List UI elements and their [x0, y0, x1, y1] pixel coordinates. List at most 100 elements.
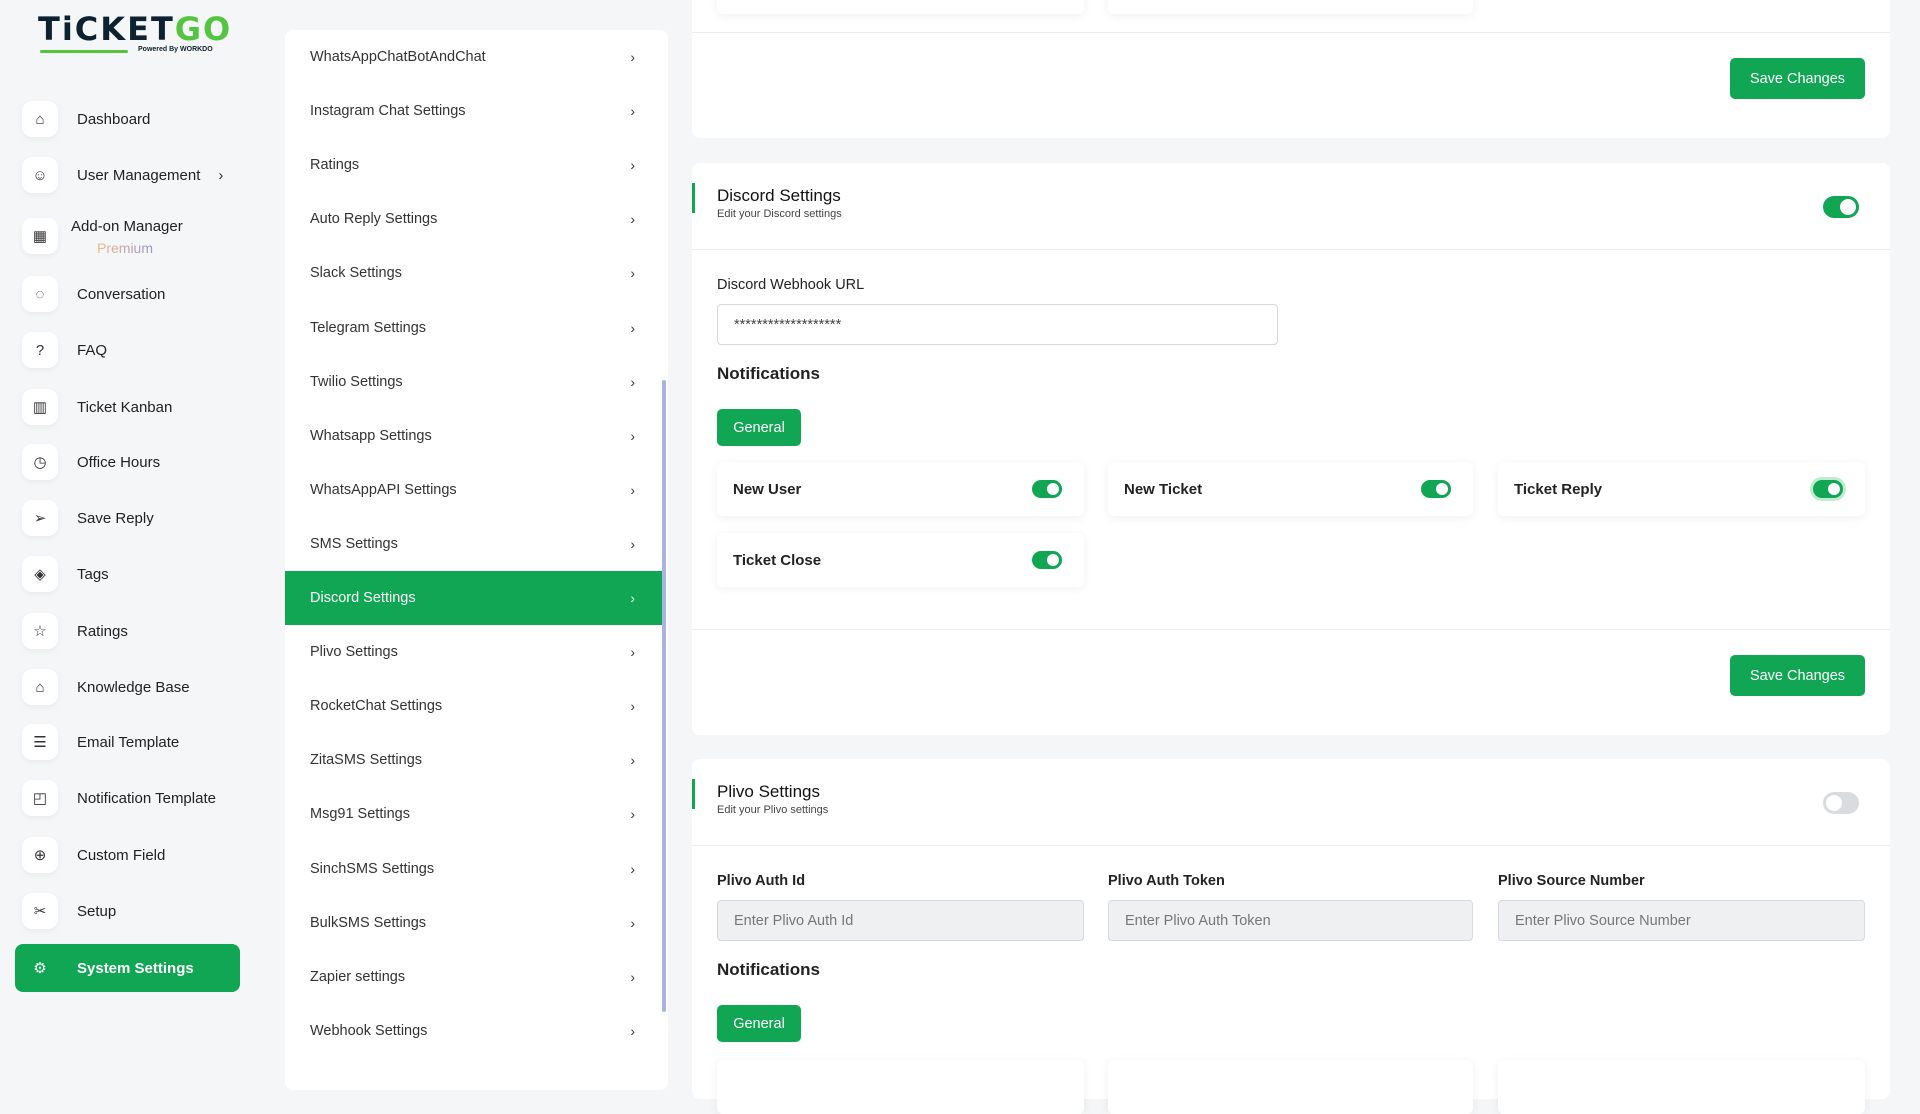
sidebar-item-label: Setup [77, 902, 117, 920]
chevron-right-icon: › [630, 373, 635, 390]
menu-item-label: SMS Settings [310, 535, 398, 552]
settings-menu-item[interactable]: Plivo Settings › [285, 625, 663, 679]
menu-item-label: Webhook Settings [310, 1022, 428, 1039]
sidebar-item-custom-field[interactable]: ⊕ Custom Field [15, 831, 240, 879]
discord-enable-toggle[interactable] [1823, 196, 1859, 218]
previous-settings-card: Save Changes [692, 0, 1890, 138]
tab-general[interactable]: General [717, 1005, 801, 1042]
menu-item-label: Twilio Settings [310, 373, 403, 390]
notification-ticket-reply: Ticket Reply [1498, 462, 1865, 516]
menu-item-label: Telegram Settings [310, 319, 427, 336]
settings-menu-item[interactable]: Telegram Settings › [285, 301, 663, 355]
sidebar-item-system-settings[interactable]: ⚙ System Settings [15, 944, 240, 992]
card-subtitle: Edit your Plivo settings [717, 804, 829, 816]
sidebar-item-ratings[interactable]: ☆ Ratings [15, 607, 240, 655]
notification-ticket-close: Ticket Close [717, 533, 1084, 587]
notification-new-user: New User [717, 462, 1084, 516]
auth-token-label: Plivo Auth Token [1108, 873, 1225, 889]
powered-by: Powered By WORKDO [138, 46, 213, 53]
chevron-right-icon: › [630, 806, 635, 823]
sidebar-item-conversation[interactable]: ◌ Conversation [15, 270, 240, 318]
sidebar-item-user-management[interactable]: ☺ User Management › [15, 151, 240, 199]
settings-menu-item[interactable]: Whatsapp Settings › [285, 409, 663, 463]
settings-menu-item[interactable]: Auto Reply Settings › [285, 192, 663, 246]
save-changes-button[interactable]: Save Changes [1730, 655, 1865, 696]
home-icon: ⌂ [22, 101, 58, 137]
chevron-right-icon: › [630, 860, 635, 877]
settings-menu: WhatsAppChatBotAndChat › Instagram Chat Se… [285, 30, 668, 1090]
plivo-enable-toggle[interactable] [1823, 792, 1859, 814]
menu-item-label: Whatsapp Settings [310, 427, 432, 444]
sidebar-item-notification-template[interactable]: ◰ Notification Template [15, 774, 240, 822]
graduation-cap-icon: ⌂ [22, 669, 58, 705]
sidebar-item-label: Tags [77, 565, 109, 583]
menu-item-label: Msg91 Settings [310, 806, 410, 823]
source-number-label: Plivo Source Number [1498, 873, 1645, 889]
new-user-toggle[interactable] [1032, 480, 1062, 498]
sidebar-item-setup[interactable]: ✂ Setup [15, 887, 240, 935]
notification-card [1108, 1060, 1473, 1114]
sidebar-item-dashboard[interactable]: ⌂ Dashboard [15, 95, 240, 143]
menu-item-label: Auto Reply Settings [310, 211, 438, 228]
new-ticket-toggle[interactable] [1421, 480, 1451, 498]
settings-menu-item[interactable]: Webhook Settings › [285, 1004, 663, 1058]
menu-scrollbar[interactable] [662, 380, 666, 1012]
plivo-settings-card: Plivo Settings Edit your Plivo settings … [692, 759, 1890, 1114]
settings-menu-item[interactable]: Ratings › [285, 138, 663, 192]
sidebar-item-label: System Settings [77, 959, 194, 977]
chevron-right-icon: › [630, 535, 635, 552]
auth-token-input[interactable]: Enter Plivo Auth Token [1108, 900, 1473, 941]
settings-menu-item[interactable]: BulkSMS Settings › [285, 896, 663, 950]
settings-menu-item[interactable]: SMS Settings › [285, 517, 663, 571]
grid-icon: ▦ [22, 218, 58, 254]
source-number-input[interactable]: Enter Plivo Source Number [1498, 900, 1865, 941]
sidebar-item-label: Custom Field [77, 846, 166, 864]
sidebar-item-label: FAQ [77, 341, 108, 359]
sidebar-item-label: Add-on Manager [71, 218, 183, 235]
settings-menu-item[interactable]: ZitaSMS Settings › [285, 733, 663, 787]
settings-menu-item[interactable]: WhatsAppAPI Settings › [285, 463, 663, 517]
auth-id-input[interactable]: Enter Plivo Auth Id [717, 900, 1084, 941]
menu-item-label: RocketChat Settings [310, 698, 443, 715]
sidebar-item-knowledge-base[interactable]: ⌂ Knowledge Base [15, 663, 240, 711]
settings-menu-item[interactable]: RocketChat Settings › [285, 679, 663, 733]
card-title: Plivo Settings [717, 782, 820, 801]
chevron-right-icon: › [630, 49, 635, 65]
save-changes-button[interactable]: Save Changes [1730, 58, 1865, 99]
sidebar-item-label: Ratings [77, 622, 128, 640]
settings-menu-item[interactable]: Instagram Chat Settings › [285, 84, 663, 138]
sidebar-item-office-hours[interactable]: ◷ Office Hours [15, 438, 240, 486]
webhook-url-input[interactable]: ******************* [717, 304, 1278, 345]
card-title: Discord Settings [717, 186, 841, 205]
settings-menu-item[interactable]: SinchSMS Settings › [285, 842, 663, 896]
sidebar-item-add-on-manager[interactable]: ▦ Add-on Manager Premium [15, 212, 240, 260]
ticket-close-toggle[interactable] [1032, 551, 1062, 569]
sidebar-item-tags[interactable]: ◈ Tags [15, 550, 240, 598]
notification-card [1498, 1060, 1865, 1114]
ticketgo-logo: TiCKETGO Powered By WORKDO [38, 12, 230, 60]
question-icon: ? [22, 332, 58, 368]
notifications-heading: Notifications [717, 960, 820, 979]
sidebar-item-ticket-kanban[interactable]: ▥ Ticket Kanban [15, 383, 240, 431]
plus-circle-icon: ⊕ [22, 837, 58, 873]
settings-menu-item[interactable]: WhatsAppChatBotAndChat › [285, 30, 663, 84]
sidebar-item-faq[interactable]: ? FAQ [15, 326, 240, 374]
chevron-right-icon: › [630, 211, 635, 228]
sidebar-item-label: Conversation [77, 285, 166, 303]
chevron-right-icon: › [630, 752, 635, 769]
sidebar-item-label: Save Reply [77, 509, 154, 527]
settings-menu-item[interactable]: Zapier settings › [285, 950, 663, 1004]
template-icon: ☰ [22, 724, 58, 760]
settings-menu-item[interactable]: Twilio Settings › [285, 355, 663, 409]
notifications-heading: Notifications [717, 364, 820, 383]
settings-menu-item[interactable]: Msg91 Settings › [285, 787, 663, 841]
chevron-right-icon: › [630, 644, 635, 661]
sidebar-item-email-template[interactable]: ☰ Email Template [15, 718, 240, 766]
chevron-right-icon: › [630, 265, 635, 282]
settings-menu-item[interactable]: Discord Settings › [285, 571, 663, 625]
tab-general[interactable]: General [717, 409, 801, 446]
tag-icon: ◈ [22, 556, 58, 592]
ticket-reply-toggle[interactable] [1813, 480, 1843, 498]
sidebar-item-save-reply[interactable]: ➢ Save Reply [15, 494, 240, 542]
settings-menu-item[interactable]: Slack Settings › [285, 246, 663, 300]
